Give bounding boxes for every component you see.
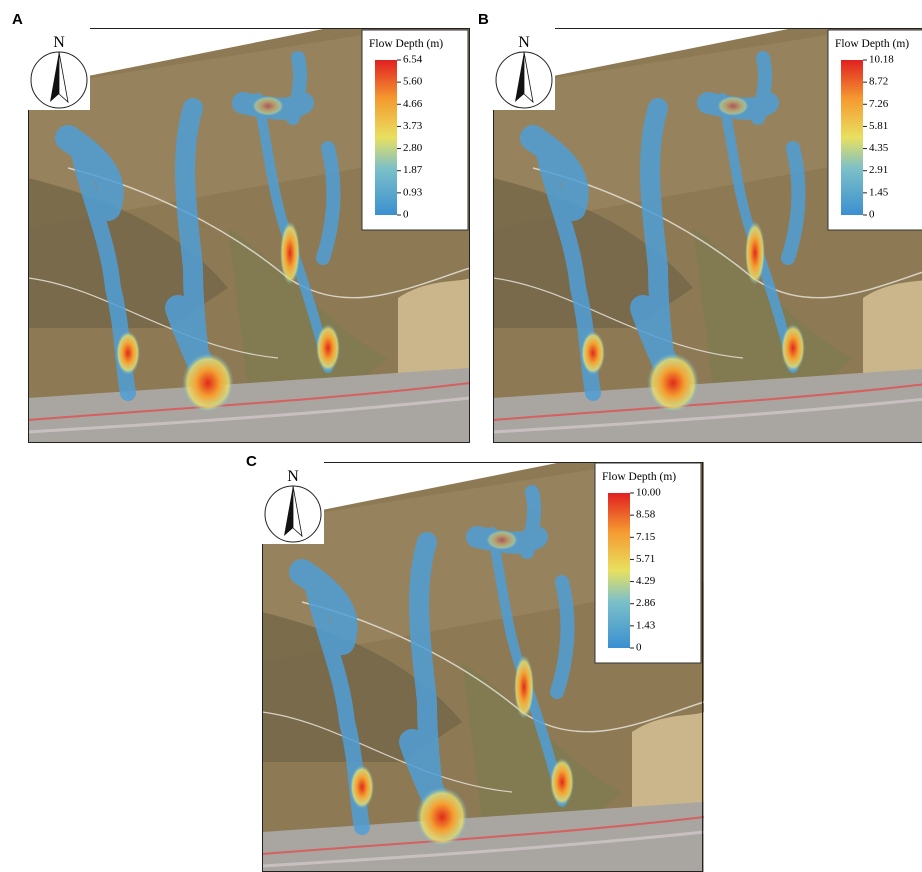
legend-tick-label: 1.87 [403, 164, 423, 176]
legend: Flow Depth (m) 10.18 8.72 7.26 5.81 4.35 2.91 1… [828, 30, 922, 230]
legend-tick-label: 1.45 [869, 186, 889, 198]
legend-tick-label: 7.26 [869, 98, 889, 110]
legend-tick-label: 2.80 [403, 142, 423, 154]
map-panel: N Flow Depth (m) 6.54 5.60 4.66 3.73 2.80 1.87 0… [28, 18, 470, 443]
map-panel: N Flow Depth (m) 10.18 8.72 7.26 5.81 4.35 2.91… [493, 18, 922, 443]
north-label: N [53, 34, 65, 51]
map-panel: N Flow Depth (m) 10.00 8.58 7.15 5.71 4.29 2.86… [262, 452, 704, 872]
legend-tick-label: 0 [636, 642, 642, 654]
legend-tick-label: 5.60 [403, 76, 423, 88]
panel-label: A [12, 11, 23, 28]
legend-tick-label: 1.43 [636, 619, 656, 631]
legend-title: Flow Depth (m) [369, 38, 443, 50]
legend-tick-label: 10.18 [869, 54, 894, 66]
legend-title: Flow Depth (m) [835, 38, 909, 50]
legend-tick-label: 10.00 [636, 487, 661, 499]
legend-title: Flow Depth (m) [602, 471, 676, 483]
figure: N Flow Depth (m) 6.54 5.60 4.66 3.73 2.80 1.87 0… [0, 0, 922, 872]
color-bar [375, 60, 397, 215]
legend-tick-label: 2.86 [636, 597, 656, 609]
legend-tick-label: 2.91 [869, 164, 888, 176]
color-bar [841, 60, 863, 215]
legend-tick-label: 4.29 [636, 575, 656, 587]
legend-tick-label: 4.66 [403, 98, 423, 110]
legend-tick-label: 5.71 [636, 553, 655, 565]
legend-tick-label: 0.93 [403, 186, 423, 198]
legend-tick-label: 5.81 [869, 120, 888, 132]
legend-tick-label: 0 [869, 209, 875, 221]
color-bar [608, 493, 630, 648]
legend-tick-label: 8.72 [869, 76, 888, 88]
legend: Flow Depth (m) 10.00 8.58 7.15 5.71 4.29 2.86 1… [595, 463, 701, 663]
legend-tick-label: 7.15 [636, 531, 656, 543]
north-label: N [518, 34, 530, 51]
legend: Flow Depth (m) 6.54 5.60 4.66 3.73 2.80 1.87 0.… [362, 30, 468, 230]
legend-tick-label: 0 [403, 209, 409, 221]
legend-tick-label: 3.73 [403, 120, 423, 132]
legend-tick-label: 6.54 [403, 54, 423, 66]
panel-label: B [478, 11, 489, 28]
north-label: N [287, 468, 299, 485]
legend-tick-label: 4.35 [869, 142, 889, 154]
legend-tick-label: 8.58 [636, 509, 656, 521]
panel-label: C [246, 453, 257, 470]
